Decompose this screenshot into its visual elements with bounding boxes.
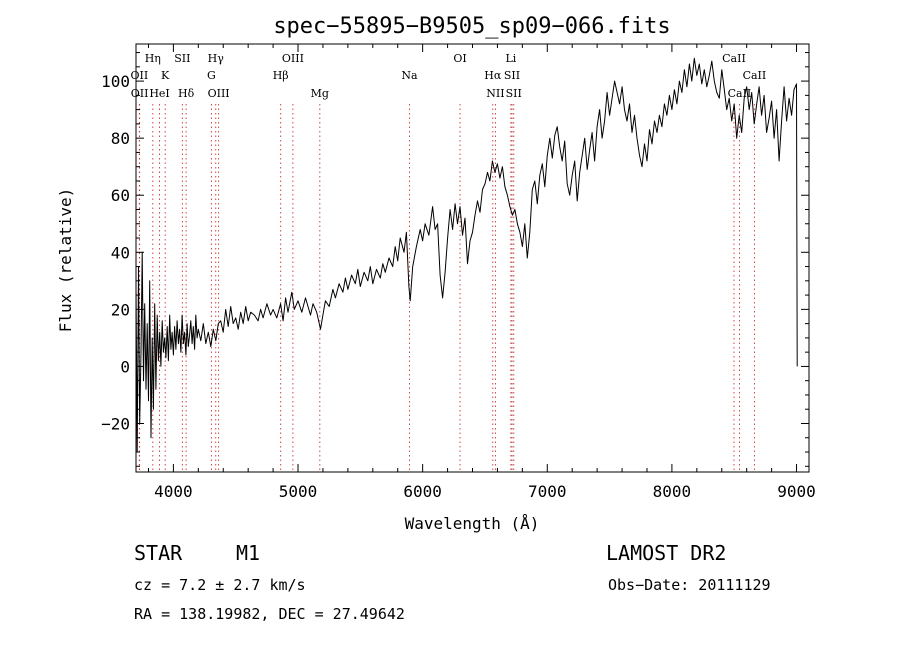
line-marker-label-12: Mg: [311, 87, 329, 100]
line-marker-label-19: SII: [506, 87, 522, 100]
line-marker-label-21: CaII: [728, 87, 752, 100]
line-marker-label-15: Hα: [484, 69, 502, 82]
line-marker-label-8: G: [207, 69, 216, 82]
line-marker-label-16: NII: [486, 87, 504, 100]
line-marker-label-10: Hβ: [273, 69, 289, 82]
y-tick-label-2: 20: [111, 300, 130, 319]
object-subclass: M1: [236, 541, 261, 565]
y-tick-label-5: 80: [111, 129, 130, 148]
x-tick-label-5: 9000: [777, 482, 816, 501]
chart-title: spec−55895−B9505_sp09−066.fits: [273, 14, 670, 39]
x-tick-label-1: 5000: [279, 482, 318, 501]
x-tick-label-3: 7000: [528, 482, 567, 501]
object-class: STAR: [134, 541, 183, 565]
line-marker-label-17: Li: [505, 52, 516, 65]
axis-ticks: 4000 5000 6000 7000 8000 9000 −20 0 20 40 60 80 100: [101, 44, 816, 501]
y-tick-label-6: 100: [101, 72, 130, 91]
line-marker-label-0: OII: [131, 69, 149, 82]
spectrum-line-0: [135, 57, 798, 453]
plot-frame: [135, 43, 810, 473]
line-markers: OII OII Hη HeI K SII Hδ Hγ G OIII Hβ OIII Mg Na OI Hα NI…: [131, 52, 767, 472]
x-tick-label-4: 8000: [653, 482, 692, 501]
line-marker-label-3: HeI: [149, 87, 169, 100]
y-tick-label-1: 0: [120, 357, 130, 376]
line-marker-label-14: OI: [453, 52, 466, 65]
ra-dec-coordinates: RA = 138.19982, DEC = 27.49642: [134, 605, 405, 623]
line-marker-label-4: K: [161, 69, 170, 82]
line-marker-label-20: CaII: [722, 52, 746, 65]
observation-date: Obs−Date: 20111129: [608, 576, 771, 594]
line-marker-label-7: Hγ: [208, 52, 225, 65]
y-tick-label-0: −20: [101, 414, 130, 433]
redshift-cz: cz = 7.2 ± 2.7 km/s: [134, 576, 306, 594]
line-marker-label-2: Hη: [145, 52, 161, 65]
line-marker-label-13: Na: [401, 69, 418, 82]
line-marker-label-1: OII: [131, 87, 149, 100]
x-axis-label: Wavelength (Å): [405, 514, 540, 533]
line-marker-label-22: CaII: [743, 69, 767, 82]
y-tick-label-3: 40: [111, 243, 130, 262]
x-tick-label-0: 4000: [154, 482, 193, 501]
y-axis-label: Flux (relative): [56, 188, 75, 333]
line-marker-label-18: SII: [504, 69, 520, 82]
survey-name: LAMOST DR2: [606, 541, 727, 565]
spectrum-series: [135, 57, 798, 453]
line-marker-label-9: OIII: [208, 87, 230, 100]
y-tick-label-4: 60: [111, 186, 130, 205]
line-marker-label-5: SII: [174, 52, 190, 65]
x-tick-label-2: 6000: [403, 482, 442, 501]
line-marker-label-6: Hδ: [178, 87, 195, 100]
line-marker-label-11: OIII: [282, 52, 304, 65]
